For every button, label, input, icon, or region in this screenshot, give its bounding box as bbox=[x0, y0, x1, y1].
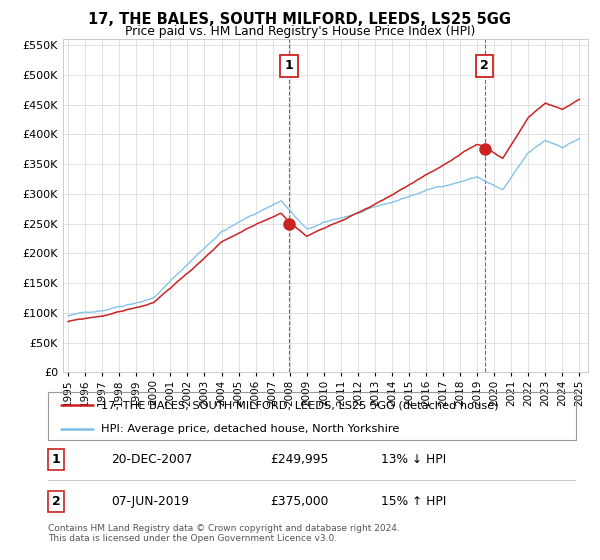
Text: 15% ↑ HPI: 15% ↑ HPI bbox=[380, 495, 446, 508]
Text: Contains HM Land Registry data © Crown copyright and database right 2024.
This d: Contains HM Land Registry data © Crown c… bbox=[48, 524, 400, 543]
Text: 2: 2 bbox=[52, 495, 60, 508]
Text: 17, THE BALES, SOUTH MILFORD, LEEDS, LS25 5GG (detached house): 17, THE BALES, SOUTH MILFORD, LEEDS, LS2… bbox=[101, 400, 499, 410]
Text: Price paid vs. HM Land Registry's House Price Index (HPI): Price paid vs. HM Land Registry's House … bbox=[125, 25, 475, 38]
Text: 1: 1 bbox=[285, 59, 293, 72]
Text: 1: 1 bbox=[52, 452, 60, 465]
Text: 13% ↓ HPI: 13% ↓ HPI bbox=[380, 452, 446, 465]
Text: 2: 2 bbox=[481, 59, 489, 72]
Text: 17, THE BALES, SOUTH MILFORD, LEEDS, LS25 5GG: 17, THE BALES, SOUTH MILFORD, LEEDS, LS2… bbox=[89, 12, 511, 27]
Text: 20-DEC-2007: 20-DEC-2007 bbox=[112, 452, 193, 465]
Text: 07-JUN-2019: 07-JUN-2019 bbox=[112, 495, 190, 508]
Text: HPI: Average price, detached house, North Yorkshire: HPI: Average price, detached house, Nort… bbox=[101, 424, 399, 434]
Text: £249,995: £249,995 bbox=[270, 452, 328, 465]
Text: £375,000: £375,000 bbox=[270, 495, 328, 508]
